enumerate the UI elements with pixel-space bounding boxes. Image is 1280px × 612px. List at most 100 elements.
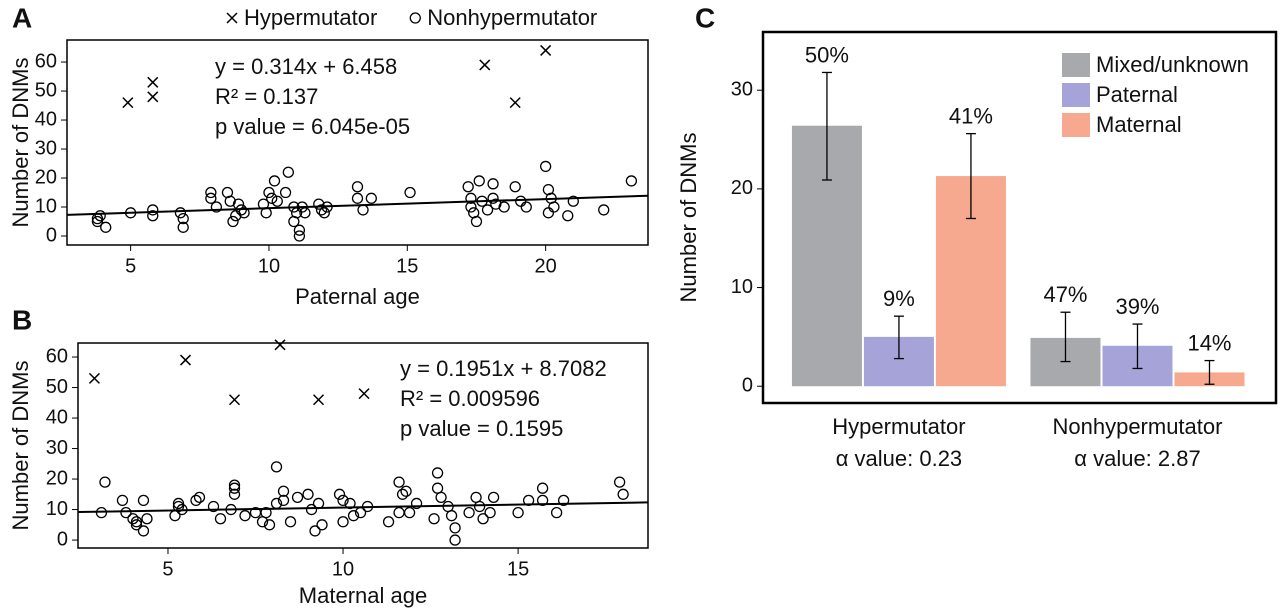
point [470,491,482,504]
point [293,224,306,236]
y-tick-label: 30 [731,78,753,100]
point [214,513,227,525]
point [449,522,461,534]
legend-label: Mixed/unknown [1096,52,1249,77]
y-tick-label: 30 [46,437,68,459]
point [137,525,150,537]
point [337,516,349,528]
point-stroke [179,354,192,366]
point-stroke [147,91,159,103]
point [172,497,185,510]
point [477,513,489,525]
y-tick-label: 0 [742,375,753,397]
point [274,339,286,351]
y-tick-label: 10 [35,195,57,217]
category-note: α value: 2.87 [1074,446,1200,471]
point [393,476,405,488]
y-tick-label: 20 [35,166,57,188]
point [277,485,290,497]
y-tick-label: 20 [731,177,753,199]
point [91,215,104,228]
point-stroke [479,59,491,71]
point [357,204,369,216]
y-tick-label: 40 [46,406,68,428]
legend-swatch [1062,53,1090,77]
point [282,166,294,178]
legend-swatch [1062,113,1090,137]
legend-label: Nonhypermutator [427,5,597,30]
point [268,175,281,187]
point [479,59,491,71]
point [190,494,202,507]
point-stroke [228,394,241,406]
legend-marker [409,12,421,24]
percent-label: 9% [883,286,915,311]
point [428,513,440,525]
point-stroke [226,12,238,24]
annotation: R² = 0.009596 [400,386,540,411]
point [613,476,626,488]
x-tick-label: 15 [507,558,529,580]
point [130,519,143,531]
point [487,178,499,190]
point [228,482,241,494]
regression-line [66,194,649,216]
point [481,204,494,216]
y-tick-label: 50 [46,376,68,398]
point [120,506,132,519]
point [557,494,570,507]
point [122,97,134,109]
point [410,497,423,510]
point [431,482,444,494]
point [435,491,447,504]
y-tick-label: 60 [46,345,68,367]
point [333,488,346,500]
y-tick-label: 20 [46,467,68,489]
point [536,494,549,507]
point [404,186,416,199]
point [263,186,275,199]
point [465,192,477,204]
point [263,519,276,531]
point [522,494,535,507]
x-tick-label: 10 [258,255,280,277]
point [470,215,483,228]
point [228,394,241,406]
y-axis-label: Number of DNMs [8,361,33,531]
legend-label: Hypermutator [244,5,377,30]
point [509,97,521,109]
point [509,181,521,193]
percent-label: 39% [1115,294,1159,319]
point [277,494,290,507]
plot-frame [66,39,649,246]
point [174,207,187,219]
legend-label: Maternal [1096,112,1182,137]
point [228,479,241,491]
point [130,516,143,528]
point [293,230,306,242]
point [431,467,444,479]
y-tick-label: 0 [46,224,57,246]
point [205,186,217,199]
point [172,500,185,513]
point-stroke [274,339,286,351]
point [445,510,458,522]
point [542,207,555,219]
point-stroke [509,97,521,109]
point [137,494,150,507]
point [177,212,189,225]
point [147,91,159,103]
legend-label: Paternal [1096,82,1178,107]
point [449,534,461,546]
point [315,204,328,216]
point [536,482,549,494]
legend-swatch [1062,83,1090,107]
y-axis-label: Number of DNMs [8,58,33,228]
point [260,506,272,519]
point [351,181,364,193]
point [463,506,475,519]
point [337,494,349,507]
y-tick-label: 30 [35,137,57,159]
point [147,204,159,216]
